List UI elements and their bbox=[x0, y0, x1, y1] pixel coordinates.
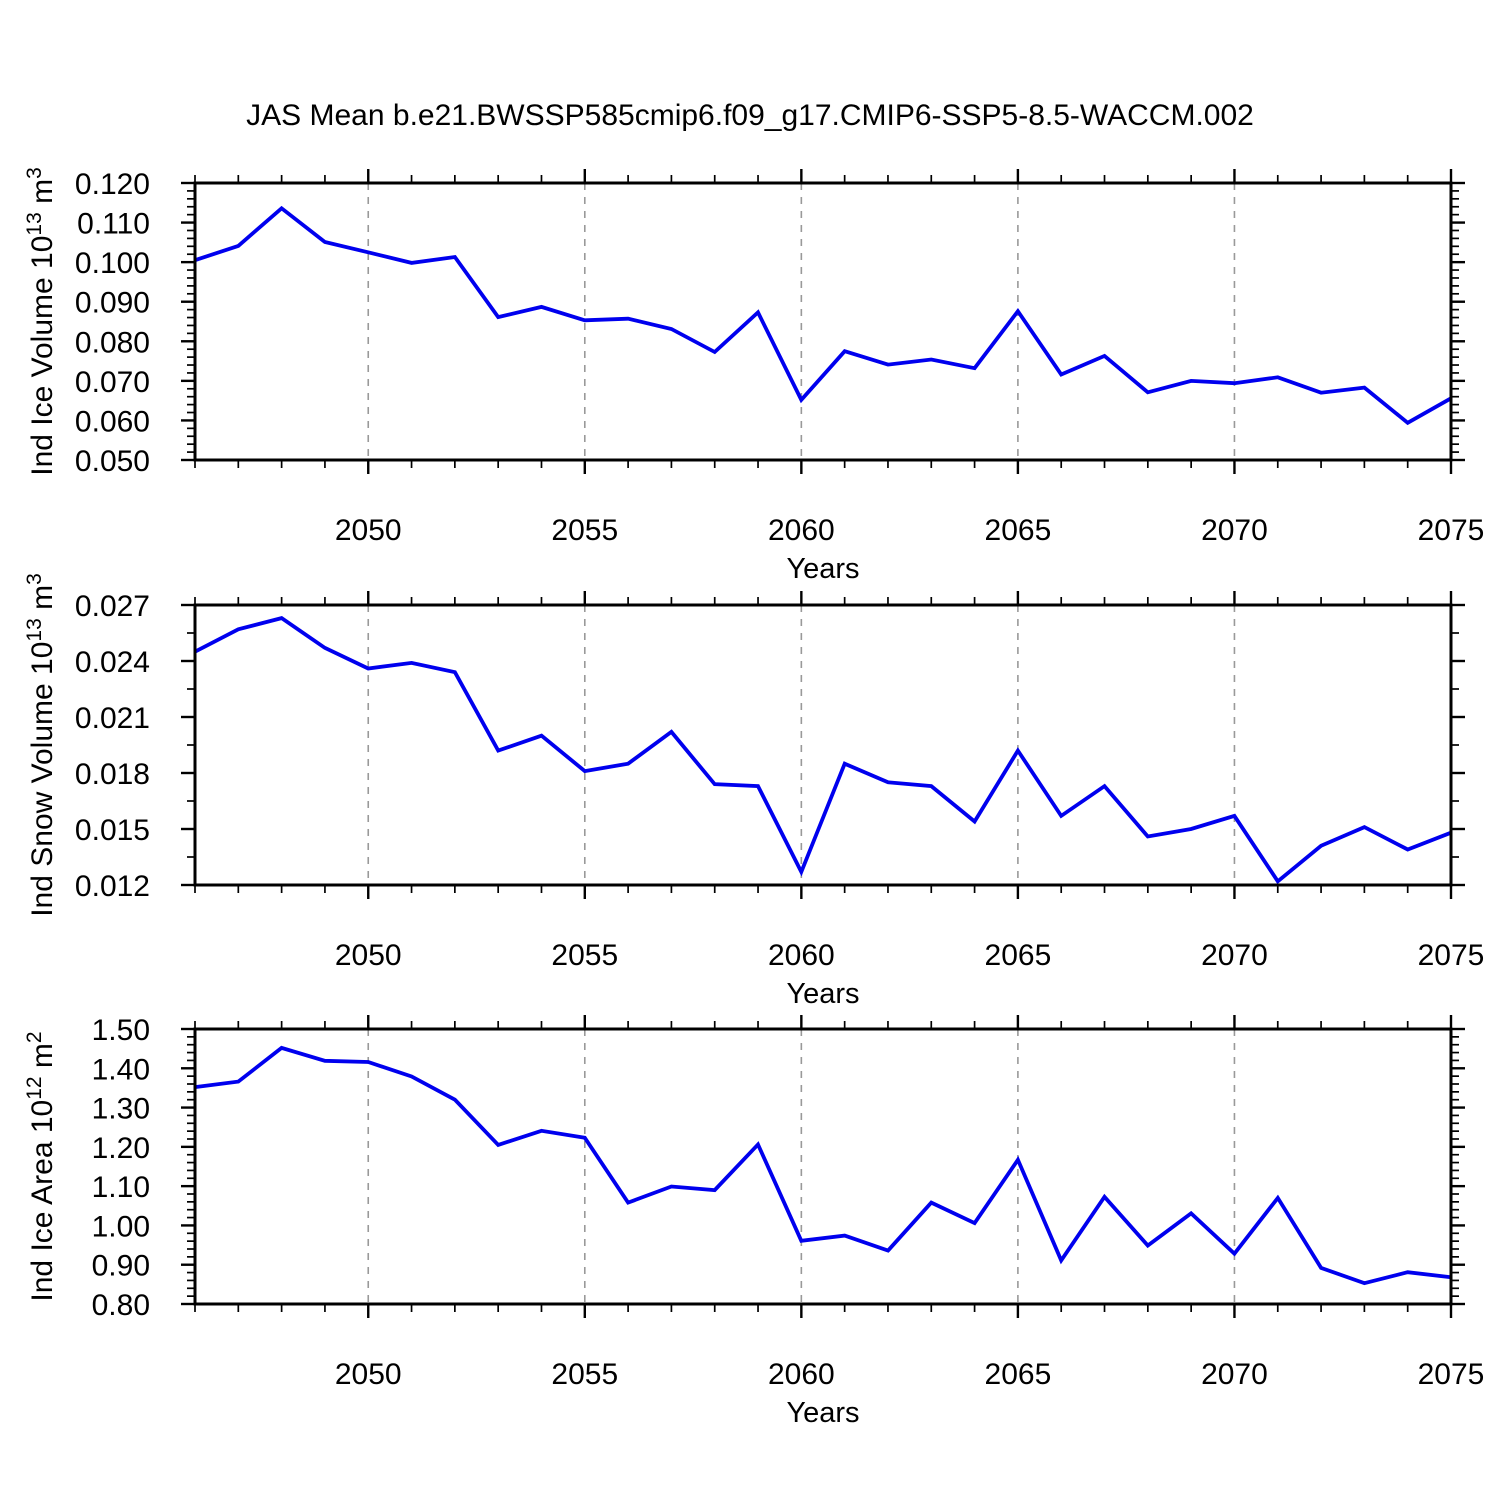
x-tick-label: 2075 bbox=[1418, 939, 1485, 972]
plot-frame bbox=[193, 603, 1453, 887]
x-tick-label: 2055 bbox=[551, 939, 618, 972]
ind-ice-volume-panel: Ind Ice Volume 1013 m3 bbox=[23, 167, 1465, 476]
y-tick-label: 1.00 bbox=[92, 1210, 150, 1243]
y-tick-label: 0.024 bbox=[75, 646, 150, 679]
ind-ice-volume-y-axis-title: Ind Ice Volume 1013 m3 bbox=[23, 167, 59, 476]
ind-snow-volume-line bbox=[194, 616, 1452, 885]
y-tick-label: 0.015 bbox=[75, 814, 150, 847]
figure-title: JAS Mean b.e21.BWSSP585cmip6.f09_g17.CMI… bbox=[246, 99, 1254, 132]
y-tick-label: 0.120 bbox=[75, 168, 150, 201]
ind-ice-volume-line bbox=[194, 205, 1452, 426]
ind-snow-volume-panel: Ind Snow Volume 1013 m3 bbox=[23, 573, 1465, 917]
plot-frame bbox=[193, 1027, 1453, 1306]
y-tick-label: 0.80 bbox=[92, 1289, 150, 1322]
y-tick-label: 0.027 bbox=[75, 590, 150, 623]
y-tick-label: 0.021 bbox=[75, 702, 150, 735]
y-tick-label: 1.10 bbox=[92, 1171, 150, 1204]
x-tick-label: 2070 bbox=[1201, 1358, 1268, 1391]
y-tick-label: 0.110 bbox=[77, 208, 150, 241]
y-tick-label: 1.40 bbox=[92, 1053, 150, 1086]
y-tick-label: 0.060 bbox=[75, 405, 150, 438]
y-tick-label: 1.20 bbox=[92, 1132, 150, 1165]
y-tick-label: 1.50 bbox=[92, 1014, 150, 1047]
y-tick-label: 0.050 bbox=[75, 445, 150, 478]
x-axis-title: Years bbox=[786, 978, 859, 1010]
x-axis-title: Years bbox=[786, 1397, 859, 1429]
ind-snow-volume-y-axis-title: Ind Snow Volume 1013 m3 bbox=[23, 573, 59, 917]
y-tick-label: 0.100 bbox=[75, 247, 150, 280]
y-tick-label: 0.080 bbox=[75, 326, 150, 359]
x-tick-label: 2070 bbox=[1201, 514, 1268, 547]
x-tick-label: 2060 bbox=[768, 514, 835, 547]
ind-ice-area-panel: Ind Ice Area 1012 m2 bbox=[23, 1015, 1465, 1318]
y-tick-label: 0.90 bbox=[92, 1250, 150, 1283]
y-tick-label: 0.018 bbox=[75, 758, 150, 791]
x-tick-label: 2050 bbox=[335, 1358, 402, 1391]
x-tick-label: 2060 bbox=[768, 939, 835, 972]
x-tick-label: 2075 bbox=[1418, 514, 1485, 547]
y-tick-label: 0.070 bbox=[75, 366, 150, 399]
y-tick-label: 0.090 bbox=[75, 287, 150, 320]
x-tick-label: 2055 bbox=[551, 514, 618, 547]
y-tick-label: 1.30 bbox=[92, 1093, 150, 1126]
x-tick-label: 2065 bbox=[985, 514, 1052, 547]
x-tick-label: 2065 bbox=[985, 1358, 1052, 1391]
x-axis-title: Years bbox=[786, 553, 859, 585]
y-tick-label: 0.012 bbox=[75, 870, 150, 903]
x-tick-label: 2065 bbox=[985, 939, 1052, 972]
x-tick-label: 2070 bbox=[1201, 939, 1268, 972]
x-tick-label: 2060 bbox=[768, 1358, 835, 1391]
x-tick-label: 2050 bbox=[335, 514, 402, 547]
x-tick-label: 2075 bbox=[1418, 1358, 1485, 1391]
ind-ice-area-y-axis-title: Ind Ice Area 1012 m2 bbox=[23, 1031, 59, 1301]
x-tick-label: 2050 bbox=[335, 939, 402, 972]
ind-ice-area-line bbox=[194, 1045, 1452, 1286]
x-tick-label: 2055 bbox=[551, 1358, 618, 1391]
plot-frame bbox=[193, 181, 1453, 462]
